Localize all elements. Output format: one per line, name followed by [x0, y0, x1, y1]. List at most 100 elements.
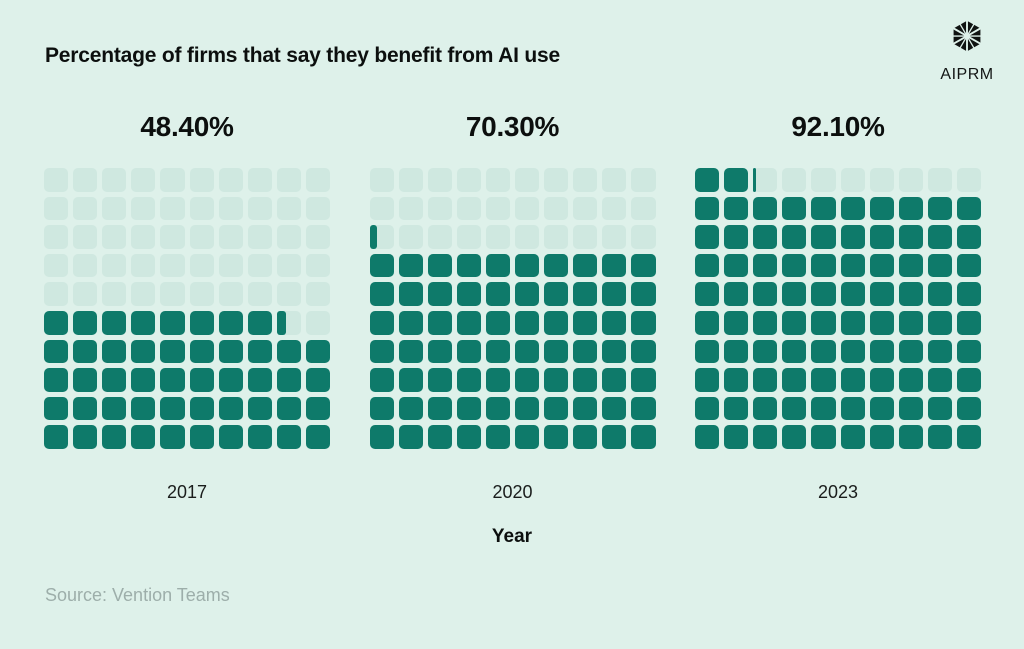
waffle-cell-filled — [218, 368, 243, 392]
waffle-cell-filled — [840, 253, 865, 278]
waffle-cell-empty — [305, 311, 330, 335]
waffle-cell-filled — [695, 282, 720, 306]
waffle-cell-filled — [102, 311, 127, 335]
waffle-cell-filled — [840, 311, 865, 335]
waffle-cell-filled — [218, 339, 243, 364]
waffle-cell-empty — [131, 282, 156, 306]
waffle-charts: 48.40% 2017 70.30% 2020 92.10% 2023 — [44, 112, 981, 503]
waffle-cell-filled — [218, 425, 243, 449]
waffle-cell-filled — [840, 368, 865, 392]
waffle-cell-filled — [485, 368, 510, 392]
waffle-cell-filled — [515, 425, 540, 449]
waffle-cell-empty — [160, 225, 185, 249]
waffle-partial-sliver — [369, 225, 377, 249]
waffle-cell-empty — [44, 168, 69, 192]
waffle-cell-empty — [73, 168, 98, 192]
waffle-cell-empty — [218, 196, 243, 221]
waffle-cell-filled — [695, 196, 720, 221]
waffle-cell-filled — [44, 311, 69, 335]
waffle-cell-filled — [515, 368, 540, 392]
aiprm-logo-text: AIPRM — [940, 66, 994, 83]
waffle-cell-filled — [247, 311, 272, 335]
waffle-cell-filled — [695, 396, 720, 421]
waffle-cell-empty — [369, 196, 394, 221]
waffle-cell-filled — [695, 368, 720, 392]
waffle-cell-filled — [544, 311, 569, 335]
waffle-cell-filled — [898, 425, 923, 449]
waffle-cell-filled — [898, 253, 923, 278]
waffle-cell-filled — [753, 196, 778, 221]
waffle-cell-empty — [218, 225, 243, 249]
waffle-cell-filled — [631, 339, 656, 364]
waffle-cell-empty — [602, 196, 627, 221]
waffle-cell-empty — [247, 253, 272, 278]
waffle-cell-filled — [956, 396, 981, 421]
waffle-cell-filled — [485, 396, 510, 421]
waffle-cell-empty — [276, 196, 301, 221]
waffle-cell-filled — [456, 368, 481, 392]
waffle-cell-empty — [427, 196, 452, 221]
waffle-cell-empty — [247, 196, 272, 221]
waffle-cell-filled — [869, 196, 894, 221]
waffle-cell-filled — [956, 225, 981, 249]
waffle-cell-filled — [305, 425, 330, 449]
waffle-cell-filled — [840, 339, 865, 364]
waffle-cell-filled — [956, 368, 981, 392]
waffle-cell-empty — [73, 225, 98, 249]
waffle-cell-empty — [602, 168, 627, 192]
waffle-cell-filled — [44, 368, 69, 392]
waffle-cell-filled — [189, 396, 214, 421]
waffle-cell-empty — [840, 168, 865, 192]
waffle-cell-empty — [544, 168, 569, 192]
waffle-cell-filled — [515, 253, 540, 278]
waffle-cell-empty — [160, 168, 185, 192]
waffle-cell-filled — [456, 339, 481, 364]
waffle-cell-empty — [515, 168, 540, 192]
waffle-cell-empty — [485, 196, 510, 221]
waffle-cell-filled — [724, 368, 749, 392]
waffle-cell-filled — [602, 425, 627, 449]
waffle-cell-filled — [724, 282, 749, 306]
waffle-cell-filled — [305, 396, 330, 421]
waffle-cell-filled — [724, 168, 749, 192]
waffle-cell-empty — [160, 196, 185, 221]
waffle-cell-empty — [189, 253, 214, 278]
waffle-cell-filled — [695, 225, 720, 249]
waffle-cell-filled — [102, 425, 127, 449]
waffle-cell-filled — [927, 225, 952, 249]
waffle-cell-empty — [102, 196, 127, 221]
waffle-cell-filled — [189, 339, 214, 364]
waffle-cell-empty — [427, 225, 452, 249]
waffle-cell-filled — [811, 396, 836, 421]
waffle-cell-filled — [631, 253, 656, 278]
waffle-cell-filled — [456, 282, 481, 306]
waffle-cell-empty — [398, 196, 423, 221]
axis-tick-2020: 2020 — [492, 482, 533, 502]
waffle-cell-empty — [102, 253, 127, 278]
waffle-cell-filled — [927, 311, 952, 335]
waffle-cell-filled — [782, 339, 807, 364]
waffle-cell-filled — [369, 396, 394, 421]
waffle-cell-empty — [73, 253, 98, 278]
waffle-cell-filled — [573, 339, 598, 364]
waffle-cell-filled — [695, 425, 720, 449]
waffle-cell-filled — [544, 368, 569, 392]
waffle-cell-filled — [811, 339, 836, 364]
waffle-cell-filled — [631, 311, 656, 335]
waffle-cell-filled — [695, 339, 720, 364]
waffle-cell-filled — [131, 339, 156, 364]
waffle-cell-filled — [544, 339, 569, 364]
waffle-cell-filled — [782, 225, 807, 249]
waffle-cell-filled — [927, 425, 952, 449]
waffle-cell-empty — [276, 253, 301, 278]
waffle-cell-filled — [247, 425, 272, 449]
waffle-cell-filled — [73, 339, 98, 364]
waffle-cell-filled — [305, 368, 330, 392]
waffle-cell-empty — [102, 168, 127, 192]
waffle-cell-filled — [160, 311, 185, 335]
waffle-cell-filled — [573, 368, 598, 392]
waffle-grid-2017 — [44, 168, 330, 449]
waffle-cell-filled — [398, 282, 423, 306]
waffle-cell-filled — [485, 339, 510, 364]
source-attribution: Source: Vention Teams — [45, 585, 230, 605]
